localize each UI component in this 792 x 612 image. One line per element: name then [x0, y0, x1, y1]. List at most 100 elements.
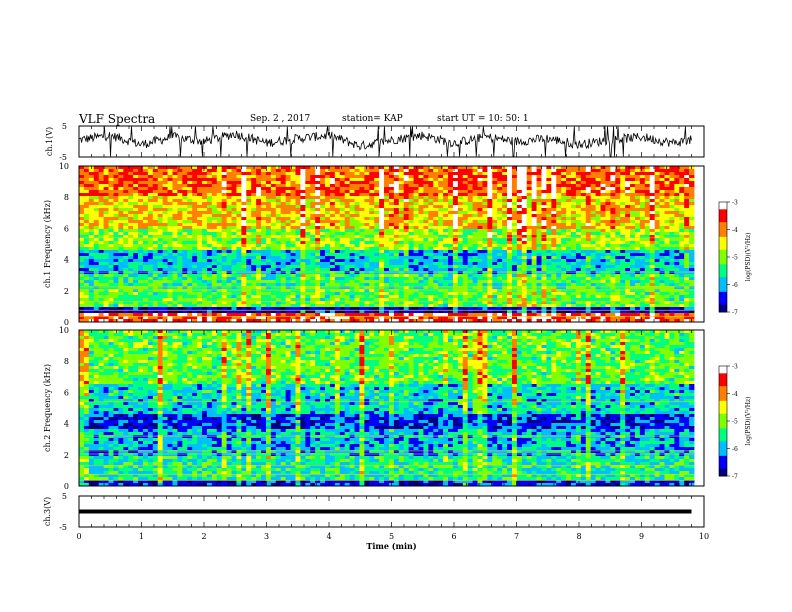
ch1-spectrogram-cell [649, 166, 656, 170]
ch1-spectrogram-cell [246, 241, 252, 245]
ch1-spectrogram-cell [590, 184, 596, 188]
ch1-spectrogram-cell [477, 262, 483, 266]
ch1-spectrogram-cell [138, 169, 144, 173]
ch1-spectrogram-cell [669, 220, 675, 224]
ch1-spectrogram-cell [684, 184, 690, 188]
ch1-spectrogram-cell [526, 265, 533, 269]
ch1-spectrogram-cell [413, 172, 419, 176]
ch1-spectrogram-cell [689, 208, 695, 212]
ch1-spectrogram-cell [654, 181, 660, 185]
ch1-spectrogram-cell [443, 241, 449, 245]
ch1-spectrogram-cell [625, 202, 631, 206]
ch1-spectrogram-cell [674, 196, 680, 200]
ch1-spectrogram-cell [226, 238, 232, 242]
ch1-spectrogram-cell [497, 256, 503, 260]
ch1-spectrogram-cell [103, 280, 109, 284]
ch1-spectrogram-cell [79, 166, 85, 170]
ch1-spectrogram-cell [206, 169, 213, 173]
ch1-spectrogram-cell [418, 280, 424, 284]
ch1-spectrogram-cell [605, 277, 611, 281]
ch1-spectrogram-cell [551, 244, 557, 248]
ch1-spectrogram-cell [182, 175, 188, 179]
ch1-spectrogram-cell [275, 220, 282, 224]
ch1-spectrogram-cell [374, 229, 380, 233]
ch1-spectrogram-cell [659, 274, 665, 278]
ch1-spectrogram-cell [580, 253, 587, 257]
ch1-spectrogram-cell [103, 247, 109, 251]
ch1-spectrogram-cell [477, 229, 483, 233]
ch1-spectrogram-cell [644, 244, 651, 248]
ch1-spectrogram-cell [595, 178, 601, 182]
ch1-spectrogram-cell [325, 202, 331, 206]
ch1-spectrogram-cell [315, 280, 321, 284]
ch1-spectrogram-cell [452, 253, 459, 257]
ch1-spectrogram-cell [443, 238, 449, 242]
ch1-spectrogram-cell [684, 214, 690, 218]
ch1-spectrogram-cell [329, 184, 336, 188]
ch1-spectrogram-cell [649, 169, 656, 173]
ch1-spectrogram-cell [413, 247, 419, 251]
ch1-spectrogram-cell [103, 166, 109, 170]
ch1-spectrogram-cell [477, 217, 483, 221]
ch1-spectrogram-cell [354, 211, 360, 215]
ch1-spectrogram-cell [452, 166, 459, 170]
ch1-spectrogram-cell [300, 184, 306, 188]
ch1-spectrogram-cell [398, 226, 405, 230]
ch1-spectrogram-cell [516, 241, 523, 245]
ch1-spectrogram-cell [133, 253, 139, 257]
ch1-spectrogram-cell [93, 184, 100, 188]
ch1-spectrogram-cell [497, 253, 503, 257]
ch1-spectrogram-cell [103, 184, 109, 188]
ch1-spectrogram-cell [689, 199, 695, 203]
ch1-spectrogram-cell [516, 223, 523, 227]
ch1-spectrogram-cell [610, 259, 616, 263]
ch1-spectrogram-cell [644, 256, 651, 260]
ch1-spectrogram-cell [674, 220, 680, 224]
ch1-spectrogram-cell [457, 256, 464, 260]
ch1-spectrogram-cell [546, 277, 552, 281]
ch1-spectrogram-cell [374, 268, 380, 272]
ch1-spectrogram-cell [147, 220, 154, 224]
ch1-spectrogram-cell [497, 187, 503, 191]
ch1-spectrogram-cell [162, 187, 168, 191]
ch1-spectrogram-cell [433, 172, 439, 176]
ch1-spectrogram-cell [265, 172, 272, 176]
ch1-spectrogram-cell [128, 220, 134, 224]
ch1-spectrogram-cell [477, 166, 483, 170]
ch1-spectrogram-cell [413, 223, 419, 227]
ch1-spectrogram-cell [477, 241, 483, 245]
ch1-spectrogram-cell [202, 259, 208, 263]
ch1-spectrogram-cell [83, 175, 90, 179]
ch1-spectrogram-cell [467, 229, 473, 233]
ch1-spectrogram-cell [118, 256, 124, 260]
ch1-spectrogram-cell [448, 253, 454, 257]
ch1-spectrogram-cell [354, 208, 360, 212]
ch1-spectrogram-cell [108, 244, 114, 248]
ch1-spectrogram-cell [664, 220, 670, 224]
ch1-spectrogram-cell [98, 265, 104, 269]
ch1-spectrogram-cell [187, 205, 193, 209]
ch1-spectrogram-cell [497, 199, 503, 203]
ch1-spectrogram-cell [192, 244, 198, 248]
ch1-spectrogram-cell [202, 247, 208, 251]
ch1-spectrogram-cell [507, 178, 513, 182]
ch1-spectrogram-cell [108, 235, 114, 239]
ch1-spectrogram-cell [147, 238, 154, 242]
ch1-spectrogram-cell [669, 199, 675, 203]
ch1-spectrogram-cell [521, 250, 528, 254]
ch1-spectrogram-cell [393, 235, 400, 239]
ch1-spectrogram-cell [123, 166, 129, 170]
ch1-spectrogram-cell [413, 253, 419, 257]
ch1-spectrogram-cell [654, 220, 660, 224]
ch1-spectrogram-cell [310, 223, 316, 227]
ch1-spectrogram-cell [457, 205, 464, 209]
ch1-spectrogram-cell [369, 196, 375, 200]
ch1-spectrogram-cell [536, 244, 542, 248]
ch1-spectrogram-cell [320, 262, 326, 266]
ch1-spectrogram-cell [329, 253, 336, 257]
ch1-spectrogram-cell [290, 181, 296, 185]
ch1-spectrogram-cell [359, 166, 365, 170]
ch1-spectrogram-cell [349, 238, 355, 242]
ch1-spectrogram-cell [585, 280, 592, 284]
ch1-spectrogram-cell [595, 217, 601, 221]
